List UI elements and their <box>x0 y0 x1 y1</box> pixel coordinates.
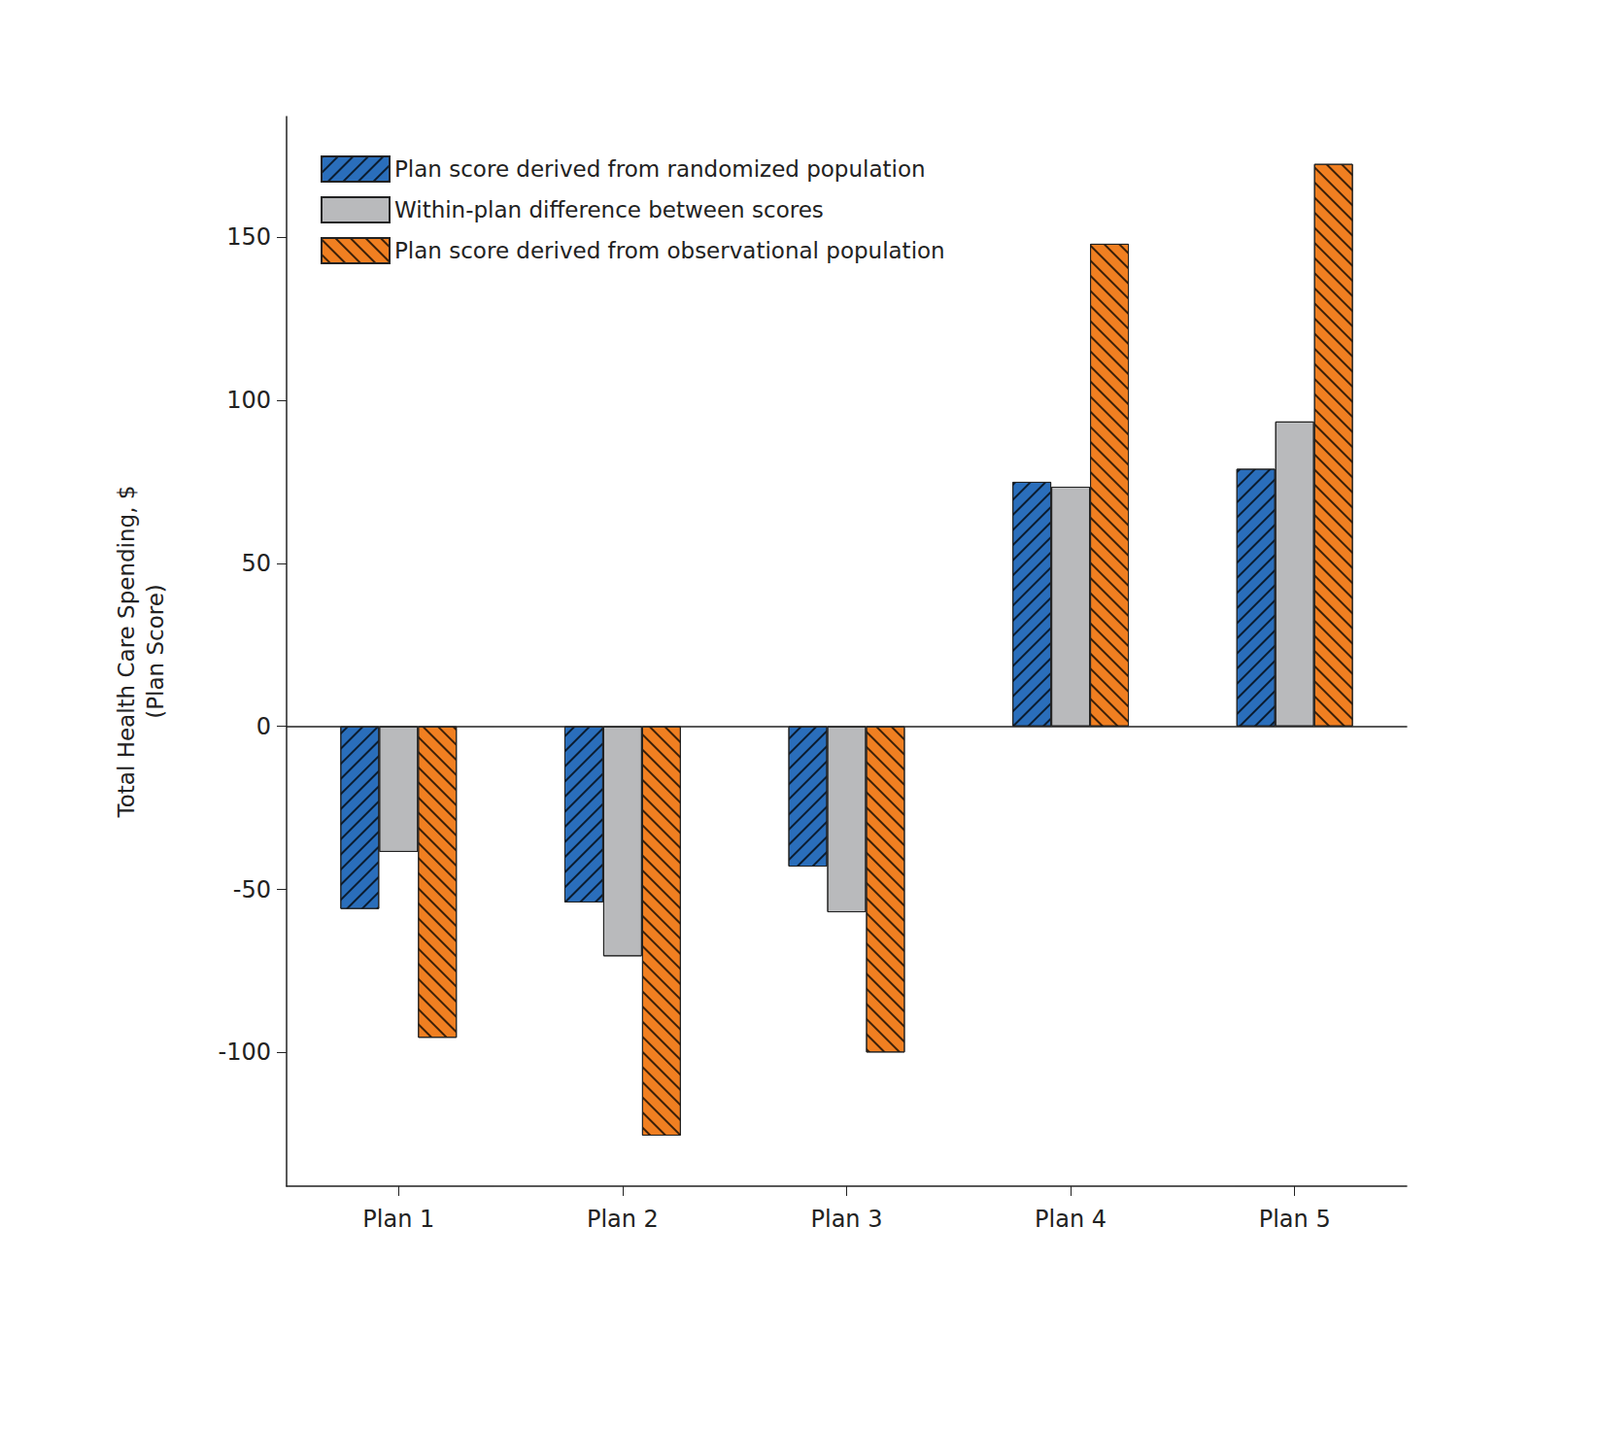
svg-text:-50: -50 <box>233 876 272 904</box>
svg-text:Plan 2: Plan 2 <box>586 1205 659 1233</box>
svg-text:Within-plan difference between: Within-plan difference between scores <box>394 197 824 223</box>
svg-text:Plan 5: Plan 5 <box>1259 1205 1331 1233</box>
svg-text:Plan 4: Plan 4 <box>1034 1205 1107 1233</box>
svg-text:Total Health Care Spending, $: Total Health Care Spending, $ <box>113 485 139 819</box>
svg-text:100: 100 <box>226 386 272 414</box>
svg-text:Plan 3: Plan 3 <box>811 1205 884 1233</box>
svg-text:Plan score derived from random: Plan score derived from randomized popul… <box>394 156 926 182</box>
svg-text:Plan score derived from observ: Plan score derived from observational po… <box>394 238 946 264</box>
svg-text:150: 150 <box>226 223 272 251</box>
svg-text:Plan 1: Plan 1 <box>362 1205 435 1233</box>
svg-text:50: 50 <box>240 549 272 578</box>
svg-text:(Plan Score): (Plan Score) <box>142 583 169 719</box>
svg-text:0: 0 <box>256 713 272 741</box>
svg-text:-100: -100 <box>218 1038 272 1066</box>
